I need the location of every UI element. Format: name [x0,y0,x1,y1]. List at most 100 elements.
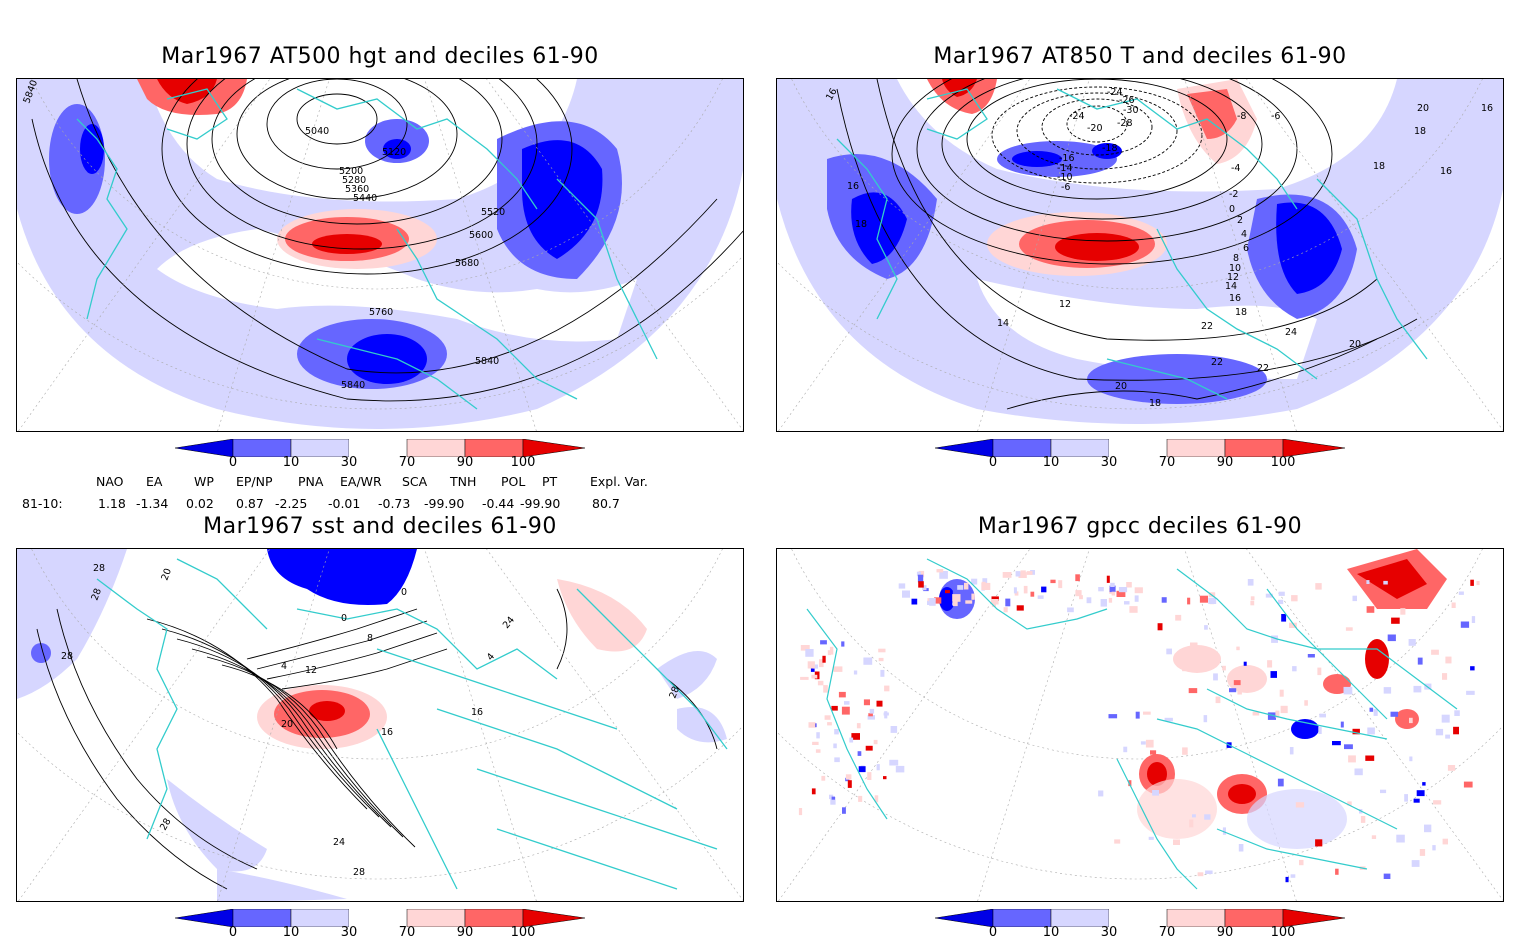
precip-anomaly-cell [857,751,862,756]
precip-anomaly-cell [838,691,846,698]
precip-anomaly-cell [1454,710,1460,716]
precip-anomaly-cell [1289,622,1297,628]
contour-label: 4 [281,661,287,672]
contour-label: 22 [1201,321,1213,332]
cb-tick: 30 [1100,455,1118,470]
precip-anomaly-cell [929,598,936,606]
cb-tick: 10 [1042,925,1060,940]
precip-anomaly-cell [1079,595,1083,600]
panel-title-z500: Mar1967 AT500 hgt and deciles 61-90 [161,44,599,69]
precip-anomaly-cell [1476,581,1480,586]
index-header-pt: PT [542,474,558,489]
contour-label: 16 [824,87,840,103]
contour-label: 5360 [345,184,369,195]
precip-anomaly-cell [1354,768,1363,776]
precip-anomaly-cell [1285,876,1289,883]
precip-anomaly-cell [829,794,834,800]
contour-label: 18 [855,219,867,230]
contour-label: 5520 [481,207,505,218]
contour-label: 0 [1229,204,1235,215]
index-header-tnh: TNH [450,474,477,489]
contour-label: 24 [333,837,345,848]
precip-anomaly-cell [1140,741,1146,745]
precip-anomaly-cell [1435,728,1444,736]
precip-anomaly-cell [1015,571,1021,577]
precip-anomaly-cell [1161,597,1167,603]
precip-anomaly-cell [858,766,866,773]
cb-tick: 100 [510,925,536,940]
precip-anomaly-cell [1236,646,1240,651]
precip-anomaly-cell [1166,648,1172,655]
precip-anomaly-cell [1417,657,1423,665]
index-value-ea: -1.34 [136,496,169,511]
contour-label: -4 [1231,163,1240,174]
precip-anomaly-cell [1252,711,1260,716]
contour-label: 16 [381,727,393,738]
precip-anomaly-cell [831,705,838,711]
precip-anomaly-cell [1111,591,1116,596]
index-header-pol: POL [501,474,526,489]
precip-anomaly-cell [1041,586,1047,593]
precip-anomaly-cell [1075,590,1082,597]
contour-label: 20 [159,567,173,582]
precip-anomaly-cell [1290,874,1296,878]
colorbar-top-left [175,439,586,457]
precip-anomaly-cell [1345,627,1353,631]
precip-anomaly-cell [1086,597,1092,604]
precip-anomaly-cell [834,757,840,763]
precip-anomaly-cell [1278,599,1284,605]
precip-anomaly-cell [1373,709,1378,716]
precip-anomaly-cell [1344,744,1353,750]
precip-anomaly-cell [1270,671,1277,678]
precip-anomaly-cell [1247,579,1254,586]
precip-anomaly-cell [990,599,999,605]
cb-tick: 0 [988,925,998,940]
precip-anomaly-cell [1360,816,1366,823]
precip-anomaly-cell [1318,726,1322,734]
precip-anomaly-cell [1222,827,1226,835]
precip-anomaly-cell [1271,635,1278,643]
precip-anomaly-cell [1110,582,1115,587]
precip-anomaly-cell [823,685,828,693]
cb-tick: 90 [1216,455,1234,470]
index-value-nao: 1.18 [98,496,126,511]
precip-anomaly-cell [1134,595,1139,602]
precip-anomaly-cell [1278,591,1285,596]
precip-anomaly-cell [1233,680,1241,686]
precip-anomaly-cell [1114,839,1121,844]
contour-label: 5440 [353,193,377,204]
precip-anomaly-cell [952,590,958,595]
precip-anomaly-cell [1134,587,1143,594]
precip-anomaly-cell [1463,781,1473,788]
precip-anomaly-cell [1013,587,1017,594]
precip-anomaly-cell [957,585,964,590]
precip-anomaly-cell [1281,614,1287,622]
precip-anomaly-cell [945,590,950,594]
precip-anomaly-cell [1018,572,1027,578]
contour-label: -16 [1059,153,1075,164]
index-header-sca: SCA [402,474,428,489]
contour-label: 18 [1235,307,1247,318]
precip-anomaly-cell [895,765,905,773]
precip-anomaly-cell [964,582,969,590]
precip-anomaly-cell [1383,873,1391,879]
precip-anomaly-cell [890,726,898,733]
contour-label: 6 [1243,243,1249,254]
precip-anomaly-cell [991,596,999,601]
precip-anomaly-cell [1058,580,1063,589]
precip-anomaly-cell [1315,839,1323,847]
precip-anomaly-cell [1129,606,1138,613]
precip-anomaly-cell [808,722,816,728]
precip-anomaly-cell [889,759,899,766]
cb-tick: 0 [988,455,998,470]
precip-anomaly-cell [1371,835,1377,839]
precip-anomaly-cell [1250,596,1255,601]
cb-tick: 90 [456,925,474,940]
precip-anomaly-cell [1411,860,1420,867]
contour-label: -26 [1119,95,1135,106]
contour-label: -28 [1117,118,1133,129]
precip-anomaly-cell [1466,690,1475,695]
precip-anomaly-cell [1157,623,1163,631]
precip-anomaly-cell [856,723,861,729]
precip-anomaly-cell [1124,601,1130,605]
